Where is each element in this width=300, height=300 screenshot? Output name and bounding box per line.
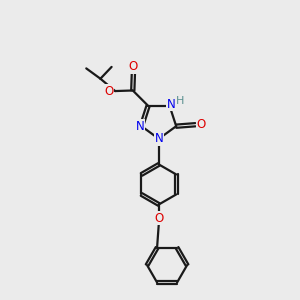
Text: O: O bbox=[129, 60, 138, 74]
Text: O: O bbox=[105, 85, 114, 98]
Text: N: N bbox=[167, 98, 176, 111]
Text: O: O bbox=[196, 118, 206, 131]
Text: N: N bbox=[136, 120, 144, 133]
Text: N: N bbox=[154, 132, 163, 145]
Text: O: O bbox=[154, 212, 164, 224]
Text: H: H bbox=[176, 96, 184, 106]
